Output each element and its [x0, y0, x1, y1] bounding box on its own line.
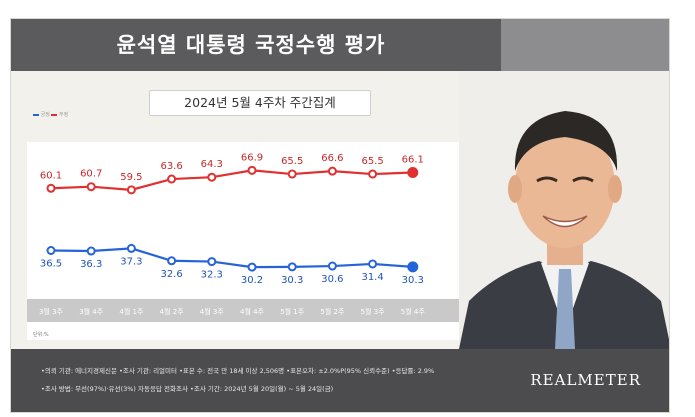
positive-point [407, 261, 419, 273]
footer-survey-info: •의뢰 기관: 에너지경제신문 •조사 기관: 리얼미터 •표본 수: 전국 만… [41, 367, 435, 375]
x-tick-label: 4월 3주 [200, 307, 225, 316]
negative-point [126, 185, 136, 195]
x-tick-label: 3월 3주 [39, 307, 64, 316]
legend-negative-swatch [51, 113, 58, 116]
page-title: 윤석열 대통령 국정수행 평가 [116, 33, 386, 57]
positive-data-label: 37.3 [120, 256, 142, 267]
positive-data-label: 36.5 [40, 259, 62, 270]
negative-data-label: 65.5 [281, 156, 303, 167]
legend-positive-label: 긍정 [40, 112, 50, 118]
negative-point [407, 166, 419, 178]
chart-legend: 긍정 부정 [33, 111, 68, 118]
positive-point [247, 262, 257, 272]
positive-data-label: 31.4 [361, 272, 383, 283]
negative-point [86, 182, 96, 192]
negative-data-label: 65.5 [361, 156, 383, 167]
positive-data-label: 32.6 [160, 269, 182, 280]
negative-data-label: 64.3 [201, 159, 223, 170]
positive-point [46, 246, 56, 255]
negative-point [327, 166, 337, 176]
negative-data-label: 63.6 [160, 161, 182, 172]
positive-point [126, 243, 136, 253]
negative-point [207, 172, 217, 182]
x-tick-label: 3월 4주 [79, 307, 104, 316]
unit-note: 단위:% [33, 332, 49, 338]
line-chart: 60.1 60.7 59.5 63.6 64.3 66.9 65.5 66.6 65.5 66.1… [39, 152, 426, 316]
positive-point [368, 259, 378, 269]
negative-data-label: 66.1 [402, 154, 424, 165]
title-bar: 윤석열 대통령 국정수행 평가 [11, 19, 669, 71]
positive-point [167, 256, 177, 266]
x-tick-label: 5월 4주 [401, 307, 426, 316]
negative-data-label: 66.9 [241, 152, 263, 163]
realmeter-logo: REALMETER [530, 371, 641, 389]
negative-point [247, 165, 257, 175]
legend-positive-swatch [33, 113, 39, 116]
positive-data-label: 30.3 [402, 275, 424, 286]
positive-point [207, 257, 217, 267]
positive-data-label: 30.2 [241, 275, 263, 286]
x-tick-label: 4월 1주 [119, 307, 144, 316]
negative-data-label: 59.5 [120, 172, 142, 183]
positive-point [287, 262, 297, 272]
positive-data-label: 32.3 [201, 270, 223, 281]
positive-point [327, 261, 337, 271]
x-axis-band [27, 299, 459, 322]
positive-data-label: 30.6 [321, 274, 343, 285]
positive-data-label: 30.3 [281, 275, 303, 286]
positive-series-line [50, 247, 413, 269]
positive-point [86, 246, 96, 256]
negative-data-label: 66.6 [321, 153, 343, 164]
negative-point [287, 169, 297, 179]
infographic-frame: 윤석열 대통령 국정수행 평가 2024년 5월 4주차 주간집계 긍정 부정 … [10, 18, 670, 413]
legend-negative-label: 부정 [58, 112, 69, 118]
x-tick-label: 4월 2주 [160, 307, 185, 316]
positive-data-label: 36.3 [80, 259, 102, 270]
president-photo [459, 71, 669, 349]
title-bar-accent [501, 19, 669, 71]
x-tick-label: 5월 2주 [320, 307, 345, 316]
negative-point [368, 169, 378, 179]
negative-series-line [50, 169, 413, 191]
negative-data-label: 60.1 [40, 170, 62, 181]
footer: •의뢰 기관: 에너지경제신문 •조사 기관: 리얼미터 •표본 수: 전국 만… [11, 349, 669, 412]
x-tick-label: 4월 4주 [240, 307, 265, 316]
x-tick-label: 5월 1주 [280, 307, 305, 316]
x-tick-label: 5월 3주 [361, 307, 386, 316]
negative-data-label: 60.7 [80, 169, 102, 180]
footer-method-info: •조사 방법: 무선(97%)·유선(3%) 자동응답 전화조사 •조사 기간:… [41, 385, 334, 393]
negative-point [167, 174, 177, 184]
negative-point [46, 183, 56, 193]
chart-subtitle: 2024년 5월 4주차 주간집계 [149, 90, 371, 116]
